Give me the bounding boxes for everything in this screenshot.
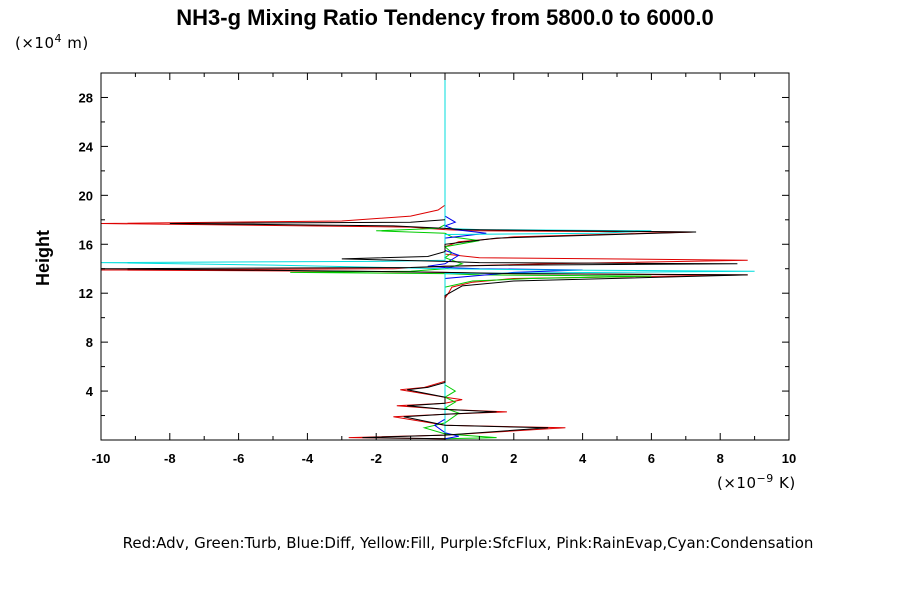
y-tick-label: 20 — [79, 188, 93, 203]
x-tick-label: -2 — [370, 451, 382, 466]
x-unit-label: (×10−9 K) — [717, 472, 796, 492]
x-tick-label: 6 — [648, 451, 655, 466]
series-line-adv — [101, 204, 748, 440]
x-tick-label: -6 — [233, 451, 245, 466]
x-tick-label: 10 — [782, 451, 796, 466]
x-tick-label: -4 — [302, 451, 314, 466]
x-tick-label: 4 — [579, 451, 587, 466]
x-tick-label: -8 — [164, 451, 176, 466]
y-tick-label: 4 — [86, 384, 94, 399]
legend-text: Red:Adv, Green:Turb, Blue:Diff, Yellow:F… — [123, 534, 814, 552]
x-tick-label: -10 — [92, 451, 111, 466]
series-line-total — [101, 219, 748, 440]
y-tick-label: 28 — [79, 90, 93, 105]
y-unit-label: (×104 m) — [15, 32, 89, 52]
x-tick-label: 0 — [441, 451, 448, 466]
y-tick-label: 8 — [86, 335, 93, 350]
y-tick-label: 24 — [79, 139, 94, 154]
chart-title: NH3-g Mixing Ratio Tendency from 5800.0 … — [176, 5, 714, 30]
y-tick-label: 16 — [79, 237, 93, 252]
y-axis-title: Height — [33, 230, 53, 286]
x-tick-label: 8 — [717, 451, 724, 466]
y-tick-label: 12 — [79, 286, 93, 301]
axes-layer — [100, 72, 790, 441]
series-layer — [101, 73, 755, 440]
x-tick-label: 2 — [510, 451, 517, 466]
